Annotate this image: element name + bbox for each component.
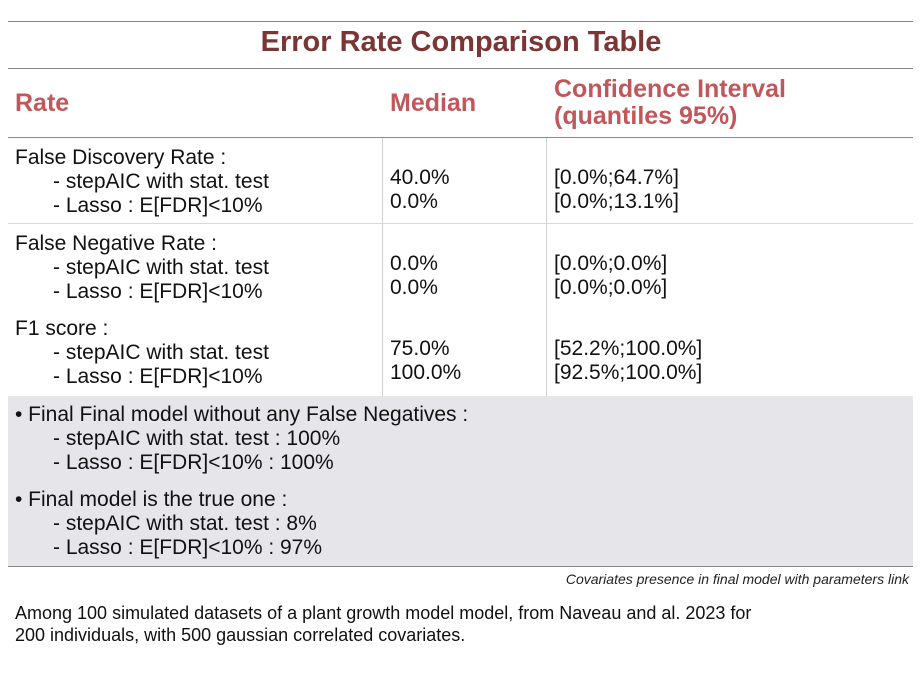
- caption-line1: Among 100 simulated datasets of a plant …: [15, 603, 752, 623]
- median-lasso: 0.0%: [390, 190, 438, 213]
- table-row-f1-label: F1 score : - stepAIC with stat. test - L…: [15, 317, 269, 389]
- metric-label: False Negative Rate :: [15, 232, 217, 255]
- header-ci-line2: (quantiles 95%): [554, 102, 738, 130]
- header-median: Median: [390, 89, 477, 117]
- summary-heading: • Final model is the true one :: [15, 488, 288, 511]
- bottom-rule: [8, 566, 913, 567]
- ci-lasso: [92.5%;100.0%]: [554, 361, 703, 384]
- header-ci-line1: Confidence Interval: [554, 75, 786, 103]
- caption-line2: 200 individuals, with 500 gaussian corre…: [15, 625, 466, 645]
- method-lasso: - Lasso : E[FDR]<10%: [53, 194, 263, 217]
- summary-item-true-model: • Final model is the true one : - stepAI…: [15, 488, 322, 560]
- method-stepaic: - stepAIC with stat. test: [53, 341, 269, 364]
- summary-stepaic: - stepAIC with stat. test : 8%: [53, 512, 317, 535]
- median-lasso: 0.0%: [390, 276, 438, 299]
- median-stepaic: 75.0%: [390, 337, 450, 360]
- title-rule: [8, 68, 913, 69]
- summary-heading: • Final Final model without any False Ne…: [15, 403, 469, 426]
- summary-stepaic: - stepAIC with stat. test : 100%: [53, 427, 341, 450]
- table-row-fdr-ci: [0.0%;64.7%] [0.0%;13.1%]: [554, 166, 679, 214]
- ci-stepaic: [52.2%;100.0%]: [554, 337, 703, 360]
- top-rule: [8, 21, 913, 22]
- table-row-fdr-label: False Discovery Rate : - stepAIC with st…: [15, 146, 269, 218]
- header-confidence-interval: Confidence Interval (quantiles 95%): [554, 76, 786, 130]
- summary-item-no-false-negatives: • Final Final model without any False Ne…: [15, 403, 468, 475]
- footnote: Covariates presence in final model with …: [565, 571, 909, 587]
- summary-panel: [8, 396, 913, 566]
- row-divider: [8, 223, 913, 224]
- method-stepaic: - stepAIC with stat. test: [53, 170, 269, 193]
- median-stepaic: 40.0%: [390, 166, 450, 189]
- summary-lasso: - Lasso : E[FDR]<10% : 97%: [53, 536, 323, 559]
- column-divider-median: [382, 138, 383, 396]
- header-rate: Rate: [15, 89, 70, 117]
- table-row-fnr-label: False Negative Rate : - stepAIC with sta…: [15, 232, 269, 304]
- table-row-fnr-median: 0.0% 0.0%: [390, 252, 438, 300]
- method-stepaic: - stepAIC with stat. test: [53, 256, 269, 279]
- column-divider-ci: [546, 138, 547, 396]
- table-row-f1-ci: [52.2%;100.0%] [92.5%;100.0%]: [554, 337, 702, 385]
- ci-stepaic: [0.0%;0.0%]: [554, 252, 668, 275]
- method-lasso: - Lasso : E[FDR]<10%: [53, 280, 263, 303]
- ci-stepaic: [0.0%;64.7%]: [554, 166, 679, 189]
- metric-label: F1 score :: [15, 317, 109, 340]
- ci-lasso: [0.0%;13.1%]: [554, 190, 679, 213]
- summary-lasso: - Lasso : E[FDR]<10% : 100%: [53, 451, 334, 474]
- table-row-f1-median: 75.0% 100.0%: [390, 337, 461, 385]
- header-rule: [8, 137, 913, 138]
- method-lasso: - Lasso : E[FDR]<10%: [53, 365, 263, 388]
- median-lasso: 100.0%: [390, 361, 462, 384]
- table-row-fdr-median: 40.0% 0.0%: [390, 166, 450, 214]
- ci-lasso: [0.0%;0.0%]: [554, 276, 668, 299]
- table-title: Error Rate Comparison Table: [260, 26, 662, 58]
- table-row-fnr-ci: [0.0%;0.0%] [0.0%;0.0%]: [554, 252, 667, 300]
- caption: Among 100 simulated datasets of a plant …: [15, 602, 910, 646]
- median-stepaic: 0.0%: [390, 252, 438, 275]
- metric-label: False Discovery Rate :: [15, 146, 227, 169]
